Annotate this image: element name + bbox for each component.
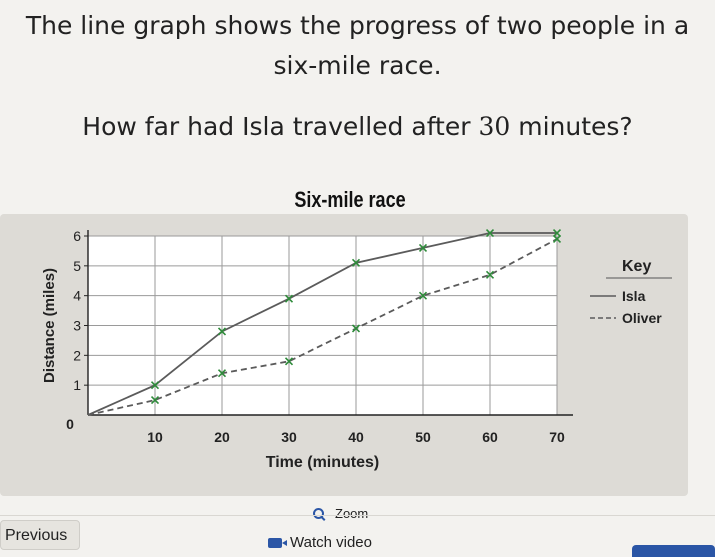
origin-label: 0 <box>66 416 74 432</box>
y-tick-label: 6 <box>73 228 81 244</box>
watch-video-button[interactable]: Watch video <box>268 534 372 551</box>
series-line-isla <box>87 232 557 416</box>
x-tick-label: 70 <box>549 429 565 445</box>
data-point-isla <box>552 228 562 238</box>
y-tick-label: 5 <box>73 258 81 274</box>
data-point-oliver <box>351 324 361 333</box>
video-camera-icon <box>268 537 287 548</box>
data-point-isla <box>217 327 227 336</box>
legend-label-isla: Isla <box>622 288 646 304</box>
y-tick-label: 2 <box>73 347 81 363</box>
prompt-tail: minutes? <box>510 112 633 141</box>
x-axis-label: Time (minutes) <box>266 454 380 471</box>
y-tick-label: 3 <box>73 318 81 334</box>
legend-title: Key <box>622 258 651 275</box>
data-point-isla <box>150 381 160 390</box>
data-point-oliver <box>552 234 562 244</box>
data-point-isla <box>418 243 428 252</box>
next-button[interactable] <box>632 545 715 557</box>
data-point-oliver <box>485 270 495 279</box>
x-tick-label: 60 <box>482 429 498 445</box>
y-tick-label: 4 <box>73 288 81 304</box>
question-line-1: The line graph shows the progress of two… <box>25 11 690 40</box>
y-tick-label: 1 <box>73 377 81 393</box>
watch-video-label: Watch video <box>290 534 372 551</box>
x-tick-label: 40 <box>348 429 364 445</box>
series-line-oliver <box>87 238 558 416</box>
y-axis-label: Distance (miles) <box>41 268 58 383</box>
zoom-button[interactable]: Zoom <box>313 506 368 521</box>
data-point-isla <box>284 294 294 303</box>
previous-button[interactable]: Previous <box>0 520 80 550</box>
x-tick-label: 50 <box>415 429 431 445</box>
divider <box>0 515 715 516</box>
data-point-oliver <box>284 357 294 366</box>
question-prompt: How far had Isla travelled after 30 minu… <box>0 112 715 141</box>
legend-label-oliver: Oliver <box>622 310 662 326</box>
prompt-text: How far had Isla travelled after <box>82 112 479 141</box>
chart-title: Six-mile race <box>294 187 406 212</box>
data-point-isla <box>351 258 361 267</box>
question-text: The line graph shows the progress of two… <box>0 6 715 86</box>
x-tick-label: 10 <box>147 429 163 445</box>
data-point-oliver <box>217 369 227 378</box>
prompt-number: 30 <box>478 112 511 141</box>
question-line-2: six-mile race. <box>273 51 442 80</box>
data-point-oliver <box>418 291 428 300</box>
x-tick-label: 30 <box>281 429 297 445</box>
zoom-label: Zoom <box>335 506 369 521</box>
data-point-oliver <box>150 396 160 405</box>
chart-panel: 1 2 3 4 5 6 0 10 20 30 40 50 60 70 Time (minutes) Dista… <box>0 214 688 496</box>
magnifier-icon <box>313 507 325 520</box>
x-tick-label: 20 <box>214 429 230 445</box>
data-point-isla <box>485 228 495 238</box>
